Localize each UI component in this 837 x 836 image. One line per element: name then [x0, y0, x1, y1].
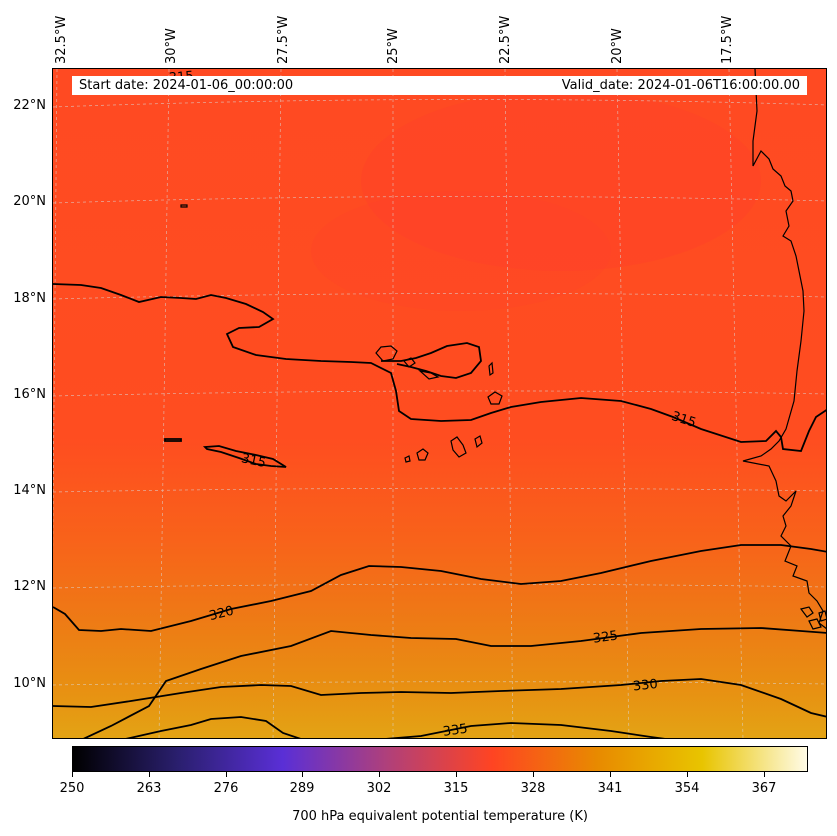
- colorbar-tick-label: 341: [597, 781, 623, 796]
- colorbar-tick-label: 354: [674, 781, 700, 796]
- cape-verde-sal: [488, 361, 494, 377]
- colorbar-tick: [610, 772, 611, 777]
- contour-label: 330: [632, 677, 658, 695]
- lat-label-10n: 10°N: [13, 676, 46, 691]
- cape-verde-fogo: [416, 448, 429, 461]
- colorbar-tick: [302, 772, 303, 777]
- contour-label: 315: [670, 409, 698, 431]
- contour-325: [83, 627, 826, 738]
- colorbar-tick: [687, 772, 688, 777]
- coastline-west-africa: [742, 69, 826, 629]
- start-date-text: Start date: 2024-01-06_00:00:00: [79, 78, 294, 93]
- colorbar-tick: [533, 772, 534, 777]
- lon-label-32-5w: 32.5°W: [54, 15, 69, 64]
- lon-label-22-5w: 22.5°W: [498, 15, 513, 64]
- cape-verde-boa-vista: [487, 391, 503, 405]
- valid-date-text: Valid_date: 2024-01-06T16:00:00.00: [561, 78, 800, 93]
- contour-330: [53, 678, 826, 718]
- warm-patch: [361, 91, 761, 271]
- colorbar-tick: [456, 772, 457, 777]
- warm-patch: [311, 191, 611, 311]
- lat-label-16n: 16°N: [13, 387, 46, 402]
- colorbar-tick-label: 250: [59, 781, 85, 796]
- lon-label-30w: 30°W: [164, 28, 179, 64]
- islet: [180, 204, 188, 208]
- lat-label-18n: 18°N: [13, 291, 46, 306]
- colorbar-tick-label: 289: [289, 781, 315, 796]
- lon-label-25w: 25°W: [386, 28, 401, 64]
- contour-315-north: [53, 283, 826, 452]
- lon-label-20w: 20°W: [610, 28, 625, 64]
- cape-verde-brava: [404, 455, 411, 463]
- colorbar-tick: [226, 772, 227, 777]
- lat-label-20n: 20°N: [13, 194, 46, 209]
- colorbar-tick: [764, 772, 765, 777]
- bissagos-islands: [799, 606, 826, 630]
- cape-verde-santiago: [450, 436, 467, 458]
- contour-label: 315: [240, 451, 267, 471]
- map-header-box: Start date: 2024-01-06_00:00:00 Valid_da…: [72, 76, 807, 95]
- colorbar-tick-label: 315: [443, 781, 469, 796]
- lon-label-17-5w: 17.5°W: [720, 15, 735, 64]
- colorbar-tick-label: 276: [213, 781, 239, 796]
- lat-label-14n: 14°N: [13, 483, 46, 498]
- contour-label: 335: [442, 722, 469, 739]
- colorbar: [72, 746, 808, 772]
- colorbar-tick: [72, 772, 73, 777]
- colorbar-label: 700 hPa equivalent potential temperature…: [292, 809, 588, 824]
- contour-315-cape-verde: [381, 342, 482, 379]
- contour-320: [53, 544, 826, 632]
- colorbar-tick-label: 302: [366, 781, 392, 796]
- colorbar-tick-label: 367: [751, 781, 777, 796]
- map-canvas: 315 315 315 320 325 330 335: [53, 69, 826, 739]
- contour-label: 325: [592, 628, 619, 646]
- contour-335: [125, 716, 665, 738]
- temperature-field: [53, 69, 826, 738]
- colorbar-tick: [149, 772, 150, 777]
- colorbar-tick-label: 328: [520, 781, 546, 796]
- lat-label-12n: 12°N: [13, 579, 46, 594]
- contour-315-south: [202, 445, 287, 468]
- colorbar-tick: [379, 772, 380, 777]
- lon-label-27-5w: 27.5°W: [276, 15, 291, 64]
- map-panel[interactable]: 315 315 315 320 325 330 335: [52, 68, 827, 739]
- contour-label: 320: [208, 604, 236, 625]
- contours: [53, 283, 826, 738]
- lat-label-22n: 22°N: [13, 98, 46, 113]
- colorbar-tick-label: 263: [136, 781, 162, 796]
- cape-verde-maio: [474, 435, 483, 449]
- contour-315-islet: [164, 438, 182, 442]
